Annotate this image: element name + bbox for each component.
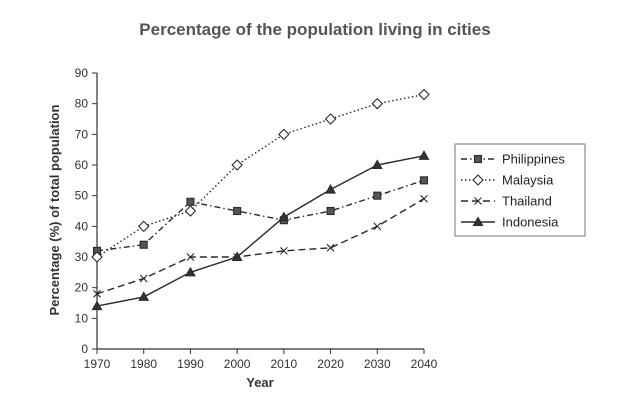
- legend-marker-philippines: [473, 154, 483, 164]
- y-tick-label: 90: [75, 66, 89, 80]
- x-tick-label: 2020: [317, 357, 344, 371]
- data-point-indonesia: [278, 211, 290, 222]
- x-axis-title: Year: [246, 375, 273, 390]
- chart-title: Percentage of the population living in c…: [139, 20, 490, 39]
- data-point-philippines: [186, 197, 195, 206]
- data-point-indonesia: [231, 251, 243, 262]
- legend-label-malaysia: Malaysia: [502, 173, 554, 188]
- series-philippines: [92, 176, 429, 255]
- series-line-indonesia: [96, 155, 425, 307]
- data-point-philippines: [419, 176, 429, 185]
- x-tick-label: 1980: [130, 357, 157, 371]
- x-tick-label: 1970: [84, 357, 111, 371]
- data-point-malaysia: [91, 251, 103, 263]
- data-point-philippines: [326, 206, 335, 216]
- series-line-philippines: [96, 179, 425, 252]
- data-point-indonesia: [138, 291, 150, 301]
- data-point-malaysia: [137, 220, 150, 233]
- series-malaysia: [91, 88, 430, 263]
- series-line-malaysia: [96, 93, 425, 258]
- data-point-indonesia: [371, 159, 383, 170]
- data-point-thailand: [373, 222, 382, 231]
- y-tick-label: 60: [75, 158, 89, 172]
- data-point-thailand: [326, 243, 335, 252]
- data-point-thailand: [93, 289, 101, 298]
- legend-label-thailand: Thailand: [502, 194, 552, 209]
- series-layer: [91, 88, 430, 311]
- data-point-thailand: [186, 253, 195, 261]
- y-tick-label: 70: [75, 127, 89, 141]
- legend-label-philippines: Philippines: [502, 152, 565, 167]
- data-point-malaysia: [231, 159, 243, 171]
- data-point-thailand: [420, 194, 428, 203]
- x-tick-label: 1990: [177, 357, 204, 371]
- y-axis-title: Percentage (%) of total population: [47, 104, 62, 315]
- x-tick-label: 2030: [364, 357, 391, 371]
- data-point-malaysia: [184, 205, 197, 217]
- data-point-indonesia: [91, 300, 103, 311]
- legend-marker-indonesia: [472, 216, 484, 227]
- x-tick-label: 2000: [224, 357, 251, 371]
- series-line-thailand: [96, 198, 425, 295]
- data-point-indonesia: [325, 183, 337, 194]
- data-point-malaysia: [324, 113, 337, 125]
- y-tick-label: 50: [75, 189, 89, 203]
- y-tick-label: 30: [75, 250, 89, 264]
- x-tick-label: 2040: [411, 357, 438, 371]
- legend: Philippines Malaysia Thailand Indonesia: [454, 143, 586, 237]
- data-point-malaysia: [278, 128, 290, 141]
- legend-marker-thailand: [474, 197, 482, 205]
- legend-label-indonesia: Indonesia: [502, 215, 559, 230]
- data-point-malaysia: [418, 88, 430, 101]
- data-point-philippines: [373, 191, 382, 200]
- y-tick-label: 10: [75, 311, 89, 325]
- data-point-malaysia: [371, 97, 384, 110]
- x-tick-label: 2010: [271, 357, 298, 371]
- series-indonesia: [91, 150, 430, 311]
- data-point-philippines: [233, 206, 242, 216]
- data-point-thailand: [279, 246, 288, 255]
- data-point-philippines: [139, 240, 148, 249]
- y-tick-label: 40: [75, 219, 89, 233]
- data-point-indonesia: [418, 150, 430, 160]
- data-point-indonesia: [184, 266, 196, 277]
- y-tick-label: 20: [75, 281, 89, 295]
- legend-marker-malaysia: [472, 174, 484, 186]
- y-tick-label: 80: [75, 97, 89, 111]
- data-point-thailand: [139, 274, 148, 283]
- y-tick-label: 0: [81, 342, 88, 356]
